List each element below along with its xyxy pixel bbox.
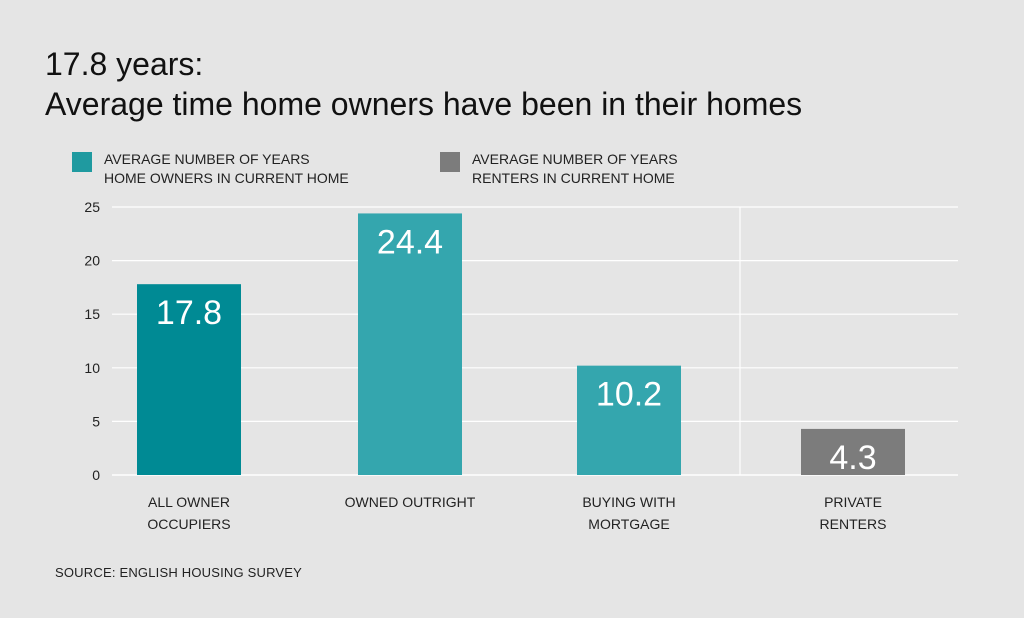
bar-value-label-0: 17.8 [156,294,222,332]
legend-label-renters: AVERAGE NUMBER OF YEARS RENTERS IN CURRE… [472,150,678,188]
bar-1 [358,213,462,475]
legend-swatch-owners [72,152,92,172]
legend-swatch-renters [440,152,460,172]
legend-label-owners-line1: AVERAGE NUMBER OF YEARS [104,151,310,167]
y-tick-label-10: 10 [84,360,100,376]
chart-title-line1: 17.8 years: [45,46,204,82]
source-note: SOURCE: ENGLISH HOUSING SURVEY [55,565,303,580]
legend-label-renters-line2: RENTERS IN CURRENT HOME [472,170,675,186]
y-tick-label-25: 25 [84,199,100,215]
bar-2 [577,365,681,475]
legend-label-owners: AVERAGE NUMBER OF YEARS HOME OWNERS IN C… [104,150,349,188]
legend-label-renters-line1: AVERAGE NUMBER OF YEARS [472,151,678,167]
bar-value-label-2: 10.2 [596,376,662,414]
legend-item-renters: AVERAGE NUMBER OF YEARS RENTERS IN CURRE… [440,150,678,188]
y-tick-label-20: 20 [84,253,100,269]
bar-value-label-1: 24.4 [377,223,443,261]
bar-3 [801,428,905,475]
x-category-label-2-0: BUYING WITH [582,494,675,510]
x-category-label-0-1: OCCUPIERS [147,516,230,532]
chart-title: 17.8 years: Average time home owners hav… [45,44,802,124]
y-tick-label-0: 0 [92,467,100,483]
legend-label-owners-line2: HOME OWNERS IN CURRENT HOME [104,170,349,186]
x-category-label-3-0: PRIVATE [824,494,882,510]
y-tick-label-15: 15 [84,306,100,322]
x-category-label-0-0: ALL OWNER [148,494,230,510]
bar-value-label-3: 4.3 [829,439,876,477]
y-tick-label-5: 5 [92,413,100,429]
x-category-label-2-1: MORTGAGE [588,516,669,532]
x-category-label-1-0: OWNED OUTRIGHT [345,494,476,510]
bar-0 [137,284,241,475]
legend-item-owners: AVERAGE NUMBER OF YEARS HOME OWNERS IN C… [72,150,349,188]
x-category-label-3-1: RENTERS [820,516,887,532]
chart-title-line2: Average time home owners have been in th… [45,86,803,122]
